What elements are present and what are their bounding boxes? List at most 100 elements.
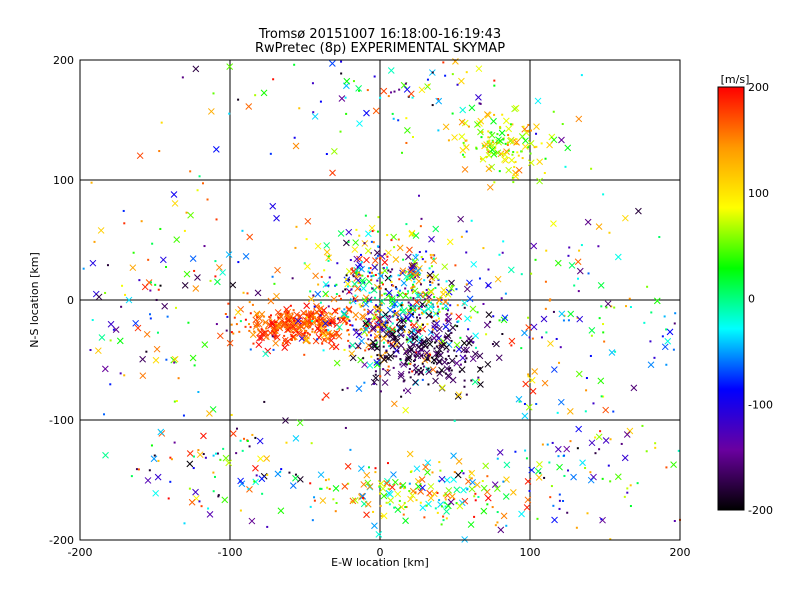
scatter-point-dot xyxy=(269,316,272,319)
scatter-point-dot xyxy=(380,294,383,297)
scatter-point-x xyxy=(242,253,250,260)
scatter-point-dot xyxy=(299,320,302,323)
scatter-point-dot xyxy=(453,419,456,422)
scatter-point-dot xyxy=(468,476,471,479)
scatter-point-dot xyxy=(405,270,408,273)
scatter-point-dot xyxy=(159,227,162,230)
scatter-point-dot xyxy=(429,284,432,287)
scatter-point-dot xyxy=(626,491,629,494)
x-axis-label: E-W location [km] xyxy=(331,556,429,569)
scatter-point-x xyxy=(399,317,407,325)
scatter-point-x xyxy=(505,166,513,174)
scatter-point-dot xyxy=(341,290,344,293)
scatter-point-dot xyxy=(327,305,330,308)
scatter-point-x xyxy=(125,296,133,304)
scatter-point-dot xyxy=(329,322,332,325)
scatter-point-dot xyxy=(174,306,177,309)
scatter-point-x xyxy=(554,259,562,267)
scatter-point-x xyxy=(364,247,372,255)
scatter-point-dot xyxy=(409,307,412,310)
scatter-point-dot xyxy=(383,252,386,255)
scatter-point-dot xyxy=(436,302,439,305)
scatter-point-dot xyxy=(376,357,379,360)
scatter-point-dot xyxy=(567,319,570,322)
scatter-point-dot xyxy=(398,88,401,91)
scatter-point-dot xyxy=(404,325,407,328)
scatter-point-x xyxy=(527,159,535,167)
scatter-point-dot xyxy=(373,318,376,321)
scatter-point-dot xyxy=(575,526,578,529)
scatter-point-x xyxy=(394,490,402,498)
scatter-point-dot xyxy=(244,318,247,321)
scatter-point-x xyxy=(385,354,392,362)
scatter-point-dot xyxy=(309,322,312,325)
scatter-point-dot xyxy=(279,312,282,315)
scatter-point-dot xyxy=(543,171,546,174)
scatter-point-x xyxy=(515,395,523,403)
scatter-point-dot xyxy=(477,376,480,379)
scatter-point-x xyxy=(432,225,440,233)
scatter-point-x xyxy=(283,311,291,318)
scatter-point-dot xyxy=(334,284,337,287)
scatter-point-x xyxy=(390,471,397,478)
scatter-point-x xyxy=(292,474,299,482)
scatter-point-dot xyxy=(325,294,328,297)
scatter-point-x xyxy=(412,378,419,386)
scatter-point-x xyxy=(419,504,427,512)
scatter-point-dot xyxy=(444,319,447,322)
scatter-point-dot xyxy=(345,323,348,326)
scatter-point-x xyxy=(626,427,634,435)
scatter-point-dot xyxy=(439,302,442,305)
scatter-point-x xyxy=(524,478,532,485)
scatter-point-dot xyxy=(455,288,458,291)
scatter-point-x xyxy=(448,284,455,292)
scatter-point-dot xyxy=(214,260,217,263)
scatter-point-dot xyxy=(429,301,432,304)
scatter-point-x xyxy=(381,379,389,386)
scatter-point-x xyxy=(97,227,105,234)
scatter-point-x xyxy=(375,530,383,538)
scatter-point-x xyxy=(575,115,583,123)
scatter-point-dot xyxy=(372,241,375,244)
scatter-point-dot xyxy=(343,316,346,319)
scatter-point-dot xyxy=(303,320,306,323)
scatter-point-dot xyxy=(193,364,196,367)
scatter-point-dot xyxy=(379,504,382,507)
scatter-point-dot xyxy=(370,271,373,274)
scatter-point-dot xyxy=(486,140,489,143)
scatter-point-dot xyxy=(522,125,525,128)
scatter-point-dot xyxy=(426,346,429,349)
scatter-point-dot xyxy=(233,316,236,319)
scatter-point-x xyxy=(296,419,304,427)
scatter-point-x xyxy=(303,336,311,343)
scatter-point-dot xyxy=(338,327,341,330)
scatter-point-x xyxy=(225,251,233,258)
scatter-point-dot xyxy=(374,373,377,376)
scatter-point-dot xyxy=(447,329,450,332)
scatter-point-dot xyxy=(329,312,332,315)
scatter-point-x xyxy=(482,462,490,470)
scatter-point-dot xyxy=(257,312,260,315)
scatter-point-x xyxy=(438,475,446,483)
scatter-point-dot xyxy=(159,284,162,287)
scatter-point-x xyxy=(373,359,381,366)
scatter-point-dot xyxy=(663,315,666,318)
scatter-point-x xyxy=(436,296,443,304)
scatter-point-dot xyxy=(530,272,533,275)
scatter-point-dot xyxy=(438,461,441,464)
scatter-point-dot xyxy=(319,487,322,490)
scatter-point-dot xyxy=(418,329,421,332)
scatter-point-x xyxy=(410,322,418,329)
scatter-point-dot xyxy=(332,498,335,501)
scatter-point-dot xyxy=(349,448,352,451)
scatter-point-dot xyxy=(438,310,441,313)
scatter-point-dot xyxy=(649,340,652,343)
scatter-point-dot xyxy=(435,345,438,348)
scatter-point-dot xyxy=(512,150,515,153)
scatter-point-x xyxy=(359,493,367,500)
scatter-point-dot xyxy=(421,378,424,381)
scatter-point-x xyxy=(392,256,400,263)
scatter-point-dot xyxy=(493,181,496,184)
scatter-point-dot xyxy=(415,316,418,319)
scatter-point-dot xyxy=(391,268,394,271)
